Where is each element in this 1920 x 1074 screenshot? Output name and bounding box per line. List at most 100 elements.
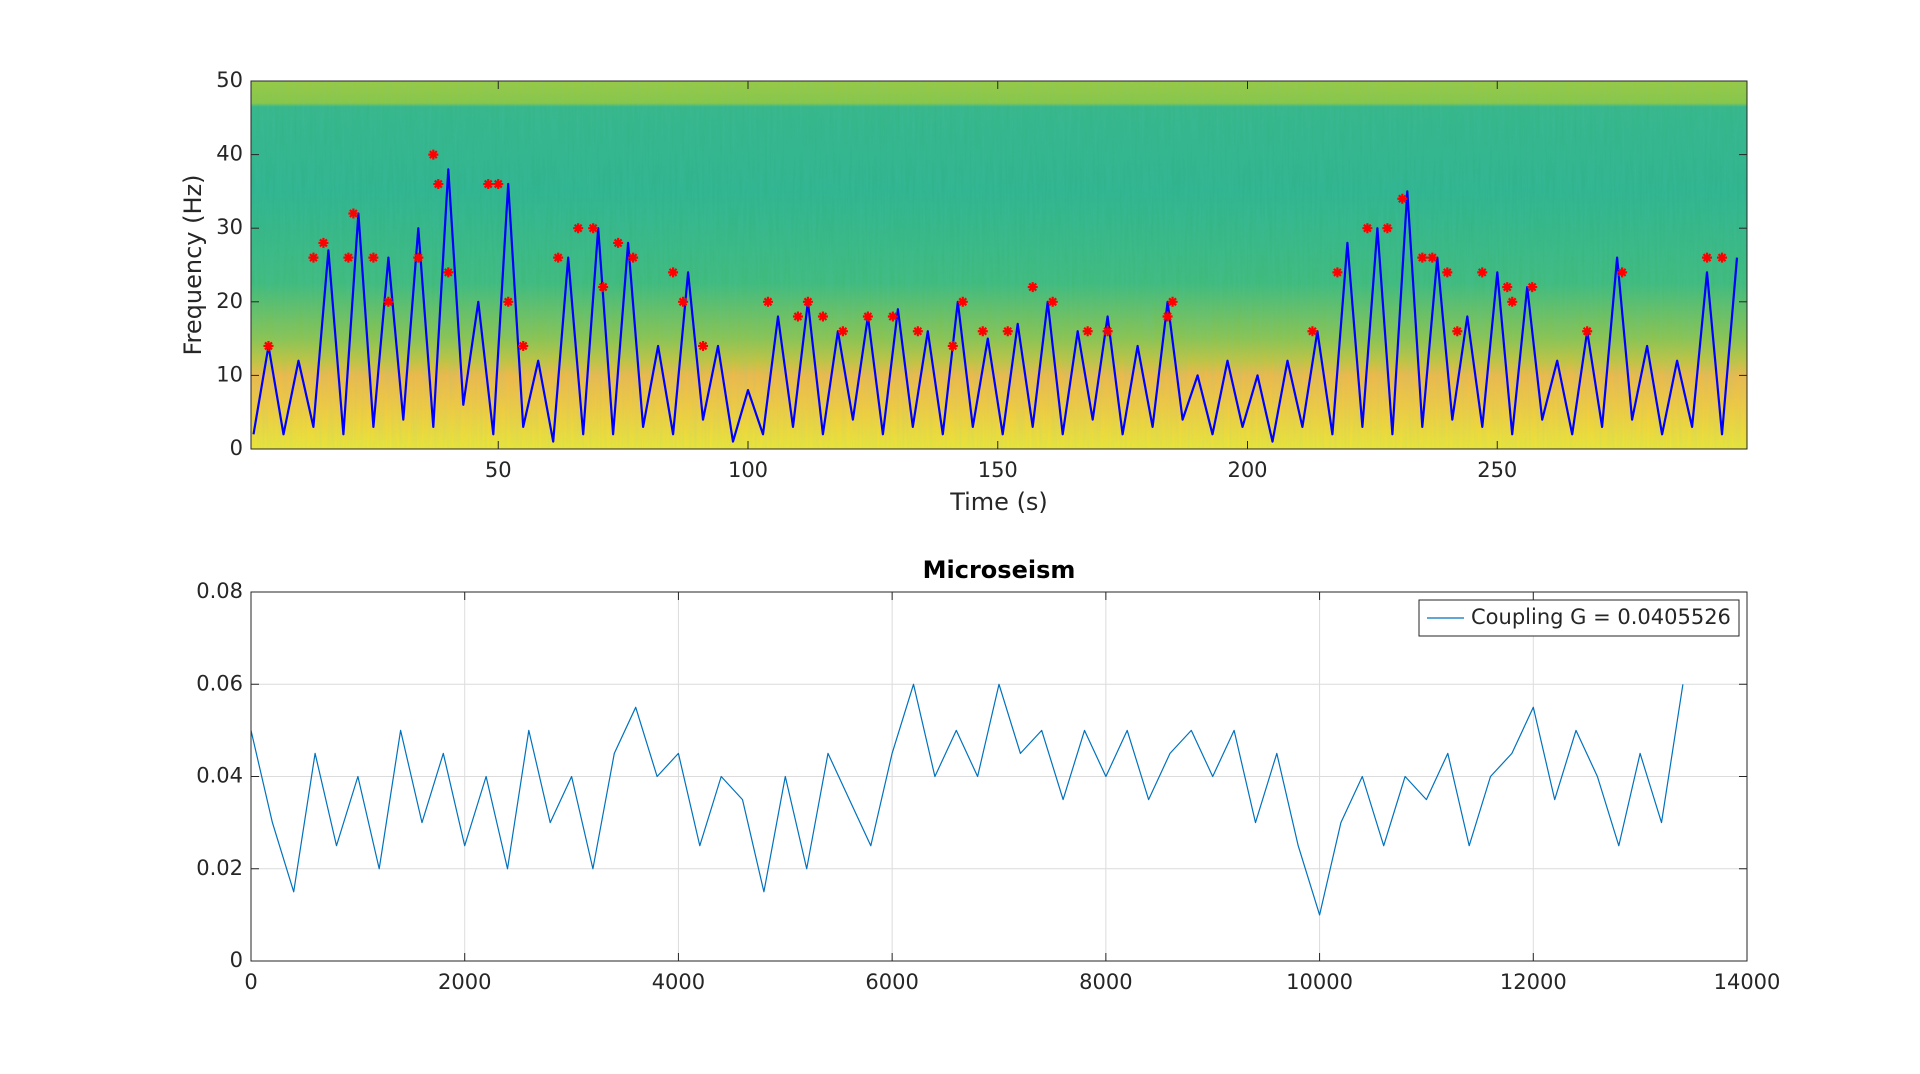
peak-marker — [613, 237, 624, 248]
peak-marker — [1332, 267, 1343, 278]
legend-label: Coupling G = 0.0405526 — [1471, 605, 1731, 629]
peak-marker — [588, 223, 599, 234]
peak-marker — [263, 340, 274, 351]
peak-marker — [817, 311, 828, 322]
peak-marker — [503, 296, 514, 307]
peak-marker — [433, 179, 444, 190]
peak-marker — [1102, 326, 1113, 337]
peak-marker — [573, 223, 584, 234]
y-tick-label: 0.06 — [196, 671, 243, 695]
x-tick-label: 14000 — [1714, 970, 1781, 994]
peak-marker — [493, 179, 504, 190]
peak-marker — [1162, 311, 1173, 322]
peak-marker — [912, 326, 923, 337]
x-tick-label: 8000 — [1079, 970, 1132, 994]
y-tick-label: 0.02 — [196, 856, 243, 880]
peak-marker — [1477, 267, 1488, 278]
peak-marker — [977, 326, 988, 337]
peak-marker — [1452, 326, 1463, 337]
axes-box — [250, 591, 1748, 962]
x-tick-label: 200 — [1227, 458, 1267, 482]
peak-marker — [1167, 296, 1178, 307]
peak-marker — [668, 267, 679, 278]
legend: Coupling G = 0.0405526 — [1418, 599, 1740, 637]
y-tick-label: 0 — [230, 436, 243, 460]
x-tick-label: 4000 — [652, 970, 705, 994]
peak-marker — [802, 296, 813, 307]
peak-marker — [318, 237, 329, 248]
peak-marker — [1502, 282, 1513, 293]
x-tick-label: 12000 — [1500, 970, 1567, 994]
peak-marker — [1027, 282, 1038, 293]
peak-marker — [348, 208, 359, 219]
peak-marker — [1362, 223, 1373, 234]
y-axis-label: Frequency (Hz) — [179, 175, 207, 356]
y-tick-label: 30 — [216, 215, 243, 239]
peak-marker — [762, 296, 773, 307]
x-axis-label: Time (s) — [949, 488, 1048, 516]
plot-layer — [252, 149, 1739, 443]
peak-marker — [1527, 282, 1538, 293]
microseism-axes: Microseism 0 2000 4000 6000 8000 10000 12000 14… — [196, 556, 1780, 994]
peak-marker — [383, 296, 394, 307]
legend-box — [1418, 599, 1740, 637]
peak-marker — [1382, 223, 1393, 234]
data-line — [251, 683, 1684, 916]
peak-marker — [1002, 326, 1013, 337]
peak-marker — [1582, 326, 1593, 337]
x-tick-label: 50 — [485, 458, 512, 482]
plot-layer — [251, 683, 1684, 916]
peak-marker — [1617, 267, 1628, 278]
peak-marker — [862, 311, 873, 322]
spectrogram-texture — [251, 81, 1747, 449]
chart-title: Microseism — [923, 556, 1076, 584]
peak-marker — [698, 340, 709, 351]
data-line — [252, 168, 1739, 443]
peak-marker — [598, 282, 609, 293]
x-tick-label: 6000 — [865, 970, 918, 994]
peak-marker — [553, 252, 564, 263]
peak-marker — [837, 326, 848, 337]
peak-marker — [343, 252, 354, 263]
peak-marker — [1442, 267, 1453, 278]
peak-marker — [1397, 193, 1408, 204]
x-tick-label: 2000 — [438, 970, 491, 994]
peak-marker — [483, 179, 494, 190]
y-tick-label: 20 — [216, 289, 243, 313]
x-tick-label: 250 — [1477, 458, 1517, 482]
y-tick-label: 0.04 — [196, 764, 243, 788]
peak-marker — [1717, 252, 1728, 263]
peak-marker — [678, 296, 689, 307]
axes-box — [250, 80, 1748, 450]
x-tick-label: 150 — [978, 458, 1018, 482]
peak-marker — [413, 252, 424, 263]
peak-marker — [1507, 296, 1518, 307]
peak-marker — [1307, 326, 1318, 337]
y-tick-label: 0 — [230, 948, 243, 972]
peak-marker — [308, 252, 319, 263]
y-tick-label: 0.08 — [196, 579, 243, 603]
peak-marker — [957, 296, 968, 307]
y-tick-label: 50 — [216, 68, 243, 92]
peak-marker — [1047, 296, 1058, 307]
peak-marker — [1702, 252, 1713, 263]
peak-marker — [443, 267, 454, 278]
peak-marker — [428, 149, 439, 160]
peak-marker — [1082, 326, 1093, 337]
x-tick-label: 100 — [728, 458, 768, 482]
spectrogram-axes: Time (s) Frequency (Hz) 50 100 150 200 250 0 1… — [179, 68, 1748, 516]
y-tick-label: 10 — [216, 362, 243, 386]
peak-marker — [792, 311, 803, 322]
peak-marker — [518, 340, 529, 351]
peak-marker — [628, 252, 639, 263]
peak-marker — [947, 340, 958, 351]
x-tick-label: 10000 — [1286, 970, 1353, 994]
peak-marker — [887, 311, 898, 322]
peak-marker — [1427, 252, 1438, 263]
y-tick-label: 40 — [216, 142, 243, 166]
x-tick-label: 0 — [244, 970, 257, 994]
peak-marker — [1417, 252, 1428, 263]
peak-marker — [368, 252, 379, 263]
